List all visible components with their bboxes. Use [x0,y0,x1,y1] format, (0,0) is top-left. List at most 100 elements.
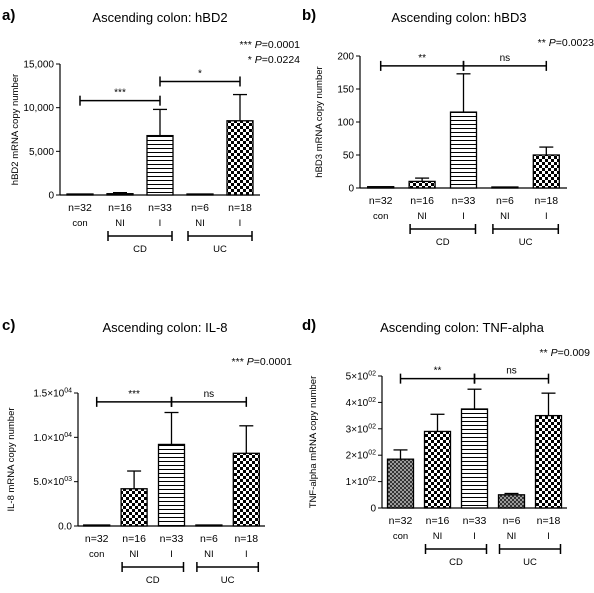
sample-size-label: n=32 [68,202,92,214]
panel-label: b) [302,7,316,24]
condition-label: NI [417,211,427,222]
condition-label: NI [500,211,510,222]
bar [532,154,560,189]
bar [195,524,223,527]
condition-label: con [89,549,104,560]
bar [66,193,94,196]
y-axis-label: IL-8 mRNA copy number [6,407,17,511]
sample-size-label: n=16 [426,515,450,527]
group-label: UC [519,237,533,248]
bar [386,458,415,509]
y-tick-label: 50 [343,151,355,162]
sample-size-label: n=18 [234,533,258,545]
significance-marker: ns [506,366,517,377]
sample-size-label: n=18 [228,202,252,214]
y-tick-label: 200 [337,52,354,63]
sample-size-label: n=16 [122,533,146,545]
y-axis-label: hBD2 mRNA copy number [10,74,21,185]
bar [408,180,436,189]
bar [186,193,214,196]
sample-size-label: n=33 [160,533,184,545]
condition-label: con [72,218,87,229]
sample-size-label: n=32 [85,533,109,545]
significance-marker: ns [204,389,215,400]
y-tick-label: 0 [48,191,54,202]
condition-label: I [547,531,550,542]
panel-1: a) Ascending colon: hBD2 *** P=0.0001 * P=0… [2,7,300,255]
bar [232,452,260,527]
significance-marker: *** [128,389,140,400]
p-value-text: ** P=0.0023 [538,37,594,49]
sample-size-label: n=33 [452,195,476,207]
sample-size-label: n=16 [410,195,434,207]
condition-label: con [393,531,408,542]
sample-size-label: n=16 [108,202,132,214]
y-axis-label: hBD3 mRNA copy number [314,66,325,177]
bar [460,408,489,509]
panel-label: a) [2,7,15,24]
panel-label: c) [2,317,15,334]
condition-label: I [545,211,548,222]
y-tick-label: 150 [337,85,354,96]
group-label: CD [146,575,160,586]
bar [367,186,395,189]
sample-size-label: n=32 [369,195,393,207]
y-tick-label: 5.0×1003 [33,476,72,488]
chart-title: Ascending colon: hBD3 [391,10,526,25]
bar [146,134,174,196]
bar [534,414,563,509]
p-value-text: ** P=0.009 [539,347,590,359]
group-label: UC [213,244,227,255]
bar [226,120,254,196]
condition-label: NI [507,531,517,542]
condition-label: con [373,211,388,222]
sample-size-label: n=18 [537,515,561,527]
y-tick-label: 5,000 [29,147,54,158]
sample-size-label: n=33 [463,515,487,527]
condition-label: NI [129,549,139,560]
y-tick-label: 2×1002 [346,450,376,462]
significance-marker: *** [114,88,126,99]
group-label: CD [449,557,463,568]
y-tick-label: 3×1002 [346,423,376,435]
panel-label: d) [302,317,316,334]
y-tick-label: 0 [370,504,376,515]
bar [106,193,134,196]
y-axis-label: TNF-alpha mRNA copy number [308,376,319,509]
bar [83,524,111,527]
y-tick-label: 5×1002 [346,371,376,383]
panel-2: b) Ascending colon: hBD3 ** P=0.0023 hBD3 m… [302,7,594,248]
bar [120,488,148,527]
bar [497,494,526,509]
y-tick-label: 0.0 [58,522,72,533]
y-tick-label: 15,000 [23,60,54,71]
condition-label: I [245,549,248,560]
condition-label: NI [115,218,125,229]
significance-marker: ** [434,366,442,377]
y-tick-label: 10,000 [23,103,54,114]
sample-size-label: n=6 [191,202,209,214]
bar [449,111,478,189]
significance-marker: * [198,68,202,79]
p-value-text: *** P=0.0001 [232,356,293,368]
condition-label: NI [433,531,443,542]
condition-label: NI [204,549,214,560]
bar [491,186,519,189]
p-value-text: * P=0.0224 [248,54,300,66]
y-tick-label: 4×1002 [346,397,376,409]
sample-size-label: n=32 [389,515,413,527]
chart-title: Ascending colon: TNF-alpha [380,320,545,335]
condition-label: I [239,218,242,229]
sample-size-label: n=6 [503,515,521,527]
significance-marker: ns [500,53,511,64]
chart-title: Ascending colon: hBD2 [92,10,227,25]
group-label: CD [133,244,147,255]
condition-label: NI [195,218,205,229]
panel-4: d) Ascending colon: TNF-alpha ** P=0.009 TN… [302,317,590,568]
condition-label: I [462,211,465,222]
y-tick-label: 1×1002 [346,476,376,488]
group-label: UC [523,557,537,568]
y-tick-label: 0 [348,184,354,195]
bar [423,430,452,509]
